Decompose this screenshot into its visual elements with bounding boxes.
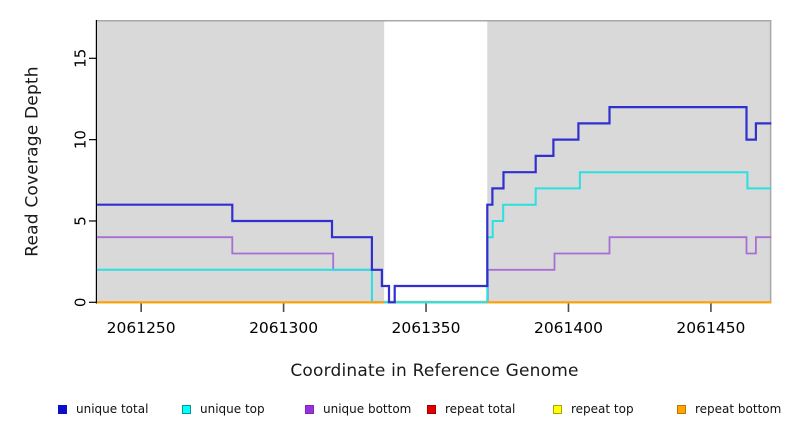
y-axis-title: Read Coverage Depth xyxy=(22,66,43,257)
legend-label: repeat top xyxy=(571,402,634,416)
unique-top-swatch-icon xyxy=(182,404,191,414)
legend-item-repeat-top: repeat top xyxy=(553,401,634,417)
x-tick-label: 2061400 xyxy=(534,319,603,337)
legend-label: unique total xyxy=(76,402,149,416)
no-data-band xyxy=(384,21,488,304)
y-tick-label: 0 xyxy=(72,298,90,308)
series-line-unique-bottom xyxy=(97,236,772,304)
legend-item-unique-top: unique top xyxy=(182,401,265,417)
y-tick-label: 5 xyxy=(72,216,90,226)
x-tick-label: 2061300 xyxy=(249,319,318,337)
x-tick-label: 2061350 xyxy=(392,319,461,337)
x-tick-label: 2061450 xyxy=(676,319,745,337)
y-tick-label: 15 xyxy=(72,49,90,68)
legend-label: unique bottom xyxy=(323,402,412,416)
repeat-top-swatch-icon xyxy=(553,404,562,414)
repeat-bottom-swatch-icon xyxy=(677,404,686,414)
series-line-unique-top xyxy=(97,171,772,304)
series-line-unique-total xyxy=(97,106,772,304)
y-tick-label: 10 xyxy=(72,130,90,149)
x-tick-label: 2061250 xyxy=(107,319,176,337)
legend-item-repeat-bottom: repeat bottom xyxy=(677,401,781,417)
legend-item-unique-total: unique total xyxy=(58,401,148,417)
legend-item-unique-bottom: unique bottom xyxy=(305,401,411,417)
unique-bottom-swatch-icon xyxy=(305,404,314,414)
legend-label: unique top xyxy=(200,402,265,416)
legend-label: repeat total xyxy=(445,402,516,416)
legend-label: repeat bottom xyxy=(695,402,782,416)
x-axis-title: Coordinate in Reference Genome xyxy=(290,361,579,381)
legend: unique total unique top unique bottom re… xyxy=(0,401,792,419)
repeat-total-swatch-icon xyxy=(427,404,436,414)
unique-total-swatch-icon xyxy=(58,404,67,414)
legend-item-repeat-total: repeat total xyxy=(427,401,515,417)
